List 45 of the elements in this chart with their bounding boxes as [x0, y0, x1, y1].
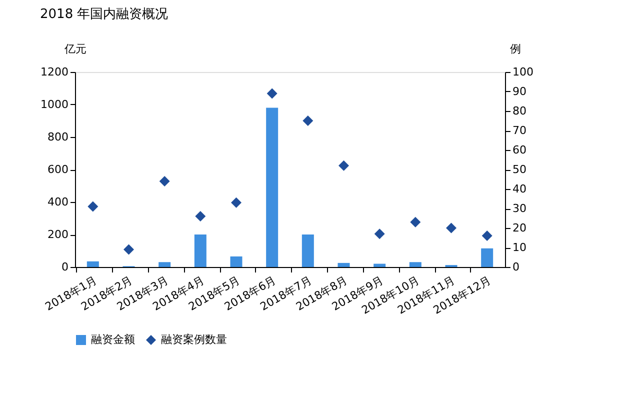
point	[410, 216, 421, 228]
y-tick-label: 1200	[40, 66, 68, 78]
legend-label: 融资金额	[91, 333, 135, 346]
bar	[409, 262, 422, 267]
point	[231, 197, 242, 208]
y-tick-label: 1000	[40, 98, 68, 111]
y2-tick-label: 60	[512, 144, 526, 156]
bar	[266, 108, 278, 267]
y-tick-label: 600	[48, 163, 68, 176]
y2-tick-label: 10	[512, 241, 526, 254]
bar	[302, 234, 314, 267]
y2-tick-label: 20	[512, 222, 526, 234]
y2-tick-label: 40	[512, 182, 526, 196]
y2-tick-label: 90	[512, 85, 526, 98]
chart-title: 2018 年国内融资概况	[40, 7, 168, 22]
y-tick-label: 800	[48, 130, 68, 144]
point	[482, 230, 492, 242]
point	[195, 211, 206, 222]
point	[124, 244, 134, 255]
y-tick-label: 400	[48, 196, 68, 208]
y-tick-label: 0	[62, 260, 68, 274]
y-tick-label: 200	[48, 228, 68, 241]
point	[338, 160, 349, 171]
y2-tick-label: 50	[512, 163, 526, 176]
point	[88, 201, 98, 212]
y2-tick-label: 80	[512, 104, 526, 118]
bar	[374, 264, 386, 267]
y2-tick-label: 70	[512, 124, 526, 137]
point	[446, 222, 456, 234]
bar	[338, 262, 350, 267]
y2-tick-label: 0	[512, 260, 520, 274]
bar	[230, 256, 242, 267]
y2-tick-label: 30	[512, 202, 526, 215]
bar	[158, 262, 171, 267]
point	[302, 116, 314, 126]
y2-tick-label: 100	[512, 66, 534, 78]
y2-axis-title: 例	[510, 42, 521, 56]
legend-label: 融资案例数量	[161, 333, 227, 346]
point	[374, 228, 385, 240]
bar	[194, 234, 206, 267]
bar	[481, 248, 494, 267]
y-axis-title: 亿元	[64, 42, 86, 56]
point	[159, 176, 170, 186]
bar	[86, 261, 99, 267]
point	[266, 88, 278, 99]
